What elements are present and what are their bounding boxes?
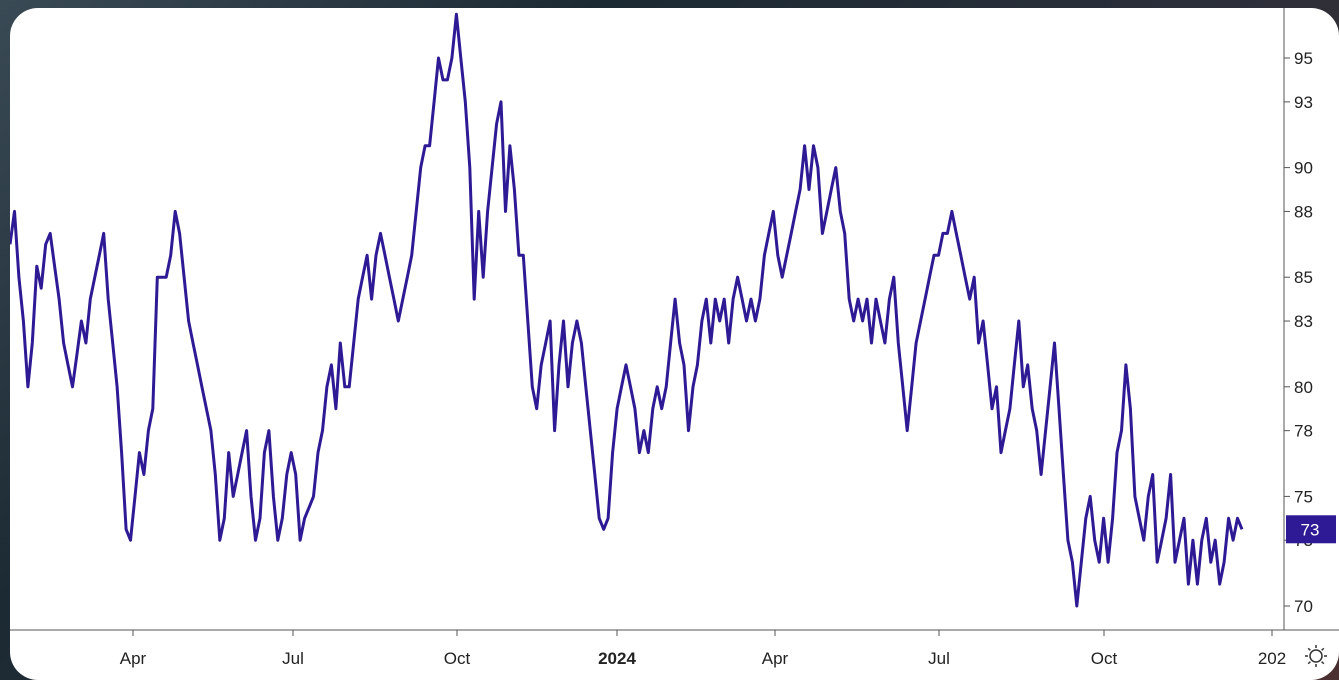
price-chart[interactable]: 70 73 75 78 80 83 85 88 90 93 95 Apr Jul Oct 2024 Apr J… xyxy=(10,8,1339,680)
series-line xyxy=(10,12,1244,608)
x-tick-label: 2024 xyxy=(598,649,636,668)
chart-card: 70 73 75 78 80 83 85 88 90 93 95 Apr Jul Oct 2024 Apr J… xyxy=(10,8,1339,680)
y-tick-label: 75 xyxy=(1294,487,1313,506)
x-tick-label: Jul xyxy=(928,649,950,668)
y-tick-label: 85 xyxy=(1294,268,1313,287)
x-tick-label: Apr xyxy=(120,649,147,668)
y-tick-label: 78 xyxy=(1294,422,1313,441)
y-tick-label: 70 xyxy=(1294,597,1313,616)
x-tick-label: Apr xyxy=(762,649,789,668)
last-value-label: 73 xyxy=(1301,520,1320,539)
y-tick-label: 93 xyxy=(1294,93,1313,112)
y-tick-label: 80 xyxy=(1294,378,1313,397)
last-value-tag: 73 xyxy=(1286,515,1336,544)
gear-icon[interactable] xyxy=(1305,645,1327,667)
y-tick-label: 88 xyxy=(1294,202,1313,221)
x-tick-label: Oct xyxy=(1091,649,1118,668)
y-tick-label: 90 xyxy=(1294,159,1313,178)
x-axis: Apr Jul Oct 2024 Apr Jul Oct 202 xyxy=(10,629,1339,668)
y-tick-label: 83 xyxy=(1294,312,1313,331)
x-tick-label: 202 xyxy=(1258,649,1286,668)
x-tick-label: Jul xyxy=(282,649,304,668)
y-tick-label: 95 xyxy=(1294,49,1313,68)
series-layer xyxy=(10,12,1244,608)
x-tick-label: Oct xyxy=(444,649,471,668)
last-value-box xyxy=(1286,515,1336,544)
